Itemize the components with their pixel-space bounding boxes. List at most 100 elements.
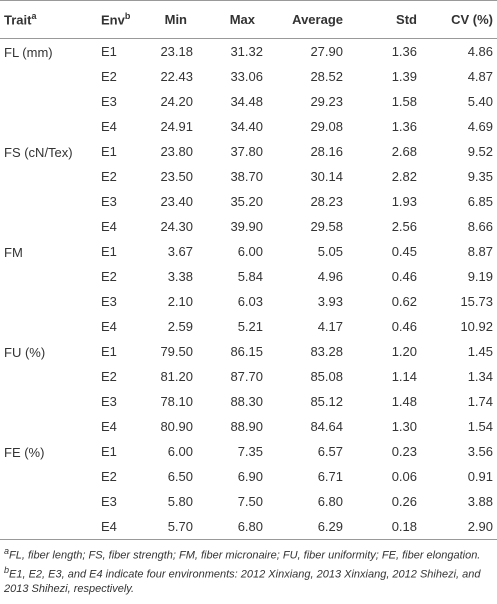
value-cell: 0.46: [391, 319, 417, 334]
value-cell: 23.80: [160, 144, 193, 159]
value-cell: 9.19: [467, 269, 493, 284]
value-cell: 79.50: [160, 344, 193, 359]
value-cell: 0.06: [391, 469, 417, 484]
value-cell: 23.18: [160, 44, 193, 59]
column-header: Envb: [97, 1, 155, 39]
value-cell: 0.62: [391, 294, 417, 309]
value-cell: 15.73: [460, 294, 493, 309]
value-cell: 0.46: [391, 269, 417, 284]
table-row: E3 24.20 34.48 29.23 1.58 5.40: [0, 89, 497, 114]
data-table: Traita Envb Min Max Average Std CV (%) FL (mm)…: [0, 0, 497, 540]
table-row: E4 5.70 6.80 6.29 0.18 2.90: [0, 514, 497, 540]
value-cell: 28.23: [310, 194, 343, 209]
table-row: E4 80.90 88.90 84.64 1.30 1.54: [0, 414, 497, 439]
env-cell: E4: [101, 319, 117, 334]
value-cell: 9.52: [467, 144, 493, 159]
value-cell: 1.14: [391, 369, 417, 384]
table-row: E4 24.30 39.90 29.58 2.56 8.66: [0, 214, 497, 239]
table-row: E4 2.59 5.21 4.17 0.46 10.92: [0, 314, 497, 339]
value-cell: 88.30: [230, 394, 263, 409]
value-cell: 6.85: [467, 194, 493, 209]
value-cell: 6.03: [237, 294, 263, 309]
column-label: Average: [292, 12, 343, 27]
value-cell: 6.00: [167, 444, 193, 459]
header-row: Traita Envb Min Max Average Std CV (%): [0, 0, 497, 39]
env-cell: E2: [101, 369, 117, 384]
column-header: Std: [347, 1, 421, 39]
value-cell: 0.45: [391, 244, 417, 259]
value-cell: 1.34: [467, 369, 493, 384]
table-row: E3 2.10 6.03 3.93 0.62 15.73: [0, 289, 497, 314]
trait-cell: FU (%): [4, 345, 46, 360]
value-cell: 38.70: [230, 169, 263, 184]
value-cell: 8.87: [467, 244, 493, 259]
value-cell: 5.84: [237, 269, 263, 284]
value-cell: 24.20: [160, 94, 193, 109]
value-cell: 1.48: [391, 394, 417, 409]
column-label: Trait: [4, 12, 32, 28]
value-cell: 86.15: [230, 344, 263, 359]
value-cell: 1.36: [391, 44, 417, 59]
env-cell: E3: [101, 294, 117, 309]
value-cell: 34.40: [230, 119, 263, 134]
value-cell: 24.91: [160, 119, 193, 134]
value-cell: 0.91: [467, 469, 493, 484]
table-row: E2 3.38 5.84 4.96 0.46 9.19: [0, 264, 497, 289]
table-header: Traita Envb Min Max Average Std CV (%): [0, 0, 497, 39]
value-cell: 23.50: [160, 169, 193, 184]
value-cell: 1.58: [391, 94, 417, 109]
footnote-text: FL, fiber length; FS, fiber strength; FM…: [9, 549, 481, 562]
value-cell: 4.17: [317, 319, 343, 334]
footnote-mark: b: [124, 11, 131, 22]
footnote-text: E1, E2, E3, and E4 indicate four environ…: [4, 568, 481, 596]
column-label: Env: [101, 12, 125, 28]
env-cell: E1: [101, 344, 117, 359]
value-cell: 78.10: [160, 394, 193, 409]
column-header: Min: [155, 1, 197, 39]
value-cell: 85.08: [310, 369, 343, 384]
value-cell: 3.88: [467, 494, 493, 509]
table-row: E3 23.40 35.20 28.23 1.93 6.85: [0, 189, 497, 214]
trait-cell: FM: [4, 245, 23, 260]
env-cell: E4: [101, 419, 117, 434]
value-cell: 2.82: [391, 169, 417, 184]
value-cell: 9.35: [467, 169, 493, 184]
column-header: Traita: [0, 1, 97, 39]
table-row: E3 5.80 7.50 6.80 0.26 3.88: [0, 489, 497, 514]
value-cell: 6.80: [237, 519, 263, 534]
value-cell: 10.92: [460, 319, 493, 334]
column-label: Max: [229, 12, 255, 27]
table-row: E2 23.50 38.70 30.14 2.82 9.35: [0, 164, 497, 189]
value-cell: 0.26: [391, 494, 417, 509]
value-cell: 1.93: [391, 194, 417, 209]
value-cell: 30.14: [310, 169, 343, 184]
table-row: E2 6.50 6.90 6.71 0.06 0.91: [0, 464, 497, 489]
env-cell: E2: [101, 269, 117, 284]
value-cell: 6.90: [237, 469, 263, 484]
footnote-mark: a: [31, 11, 37, 22]
table-row: FM E1 3.67 6.00 5.05 0.45 8.87: [0, 239, 497, 264]
value-cell: 3.67: [167, 244, 193, 259]
value-cell: 31.32: [230, 44, 263, 59]
trait-cell: FS (cN/Tex): [4, 145, 73, 160]
value-cell: 5.80: [167, 494, 193, 509]
value-cell: 80.90: [160, 419, 193, 434]
value-cell: 3.38: [167, 269, 193, 284]
value-cell: 28.52: [310, 69, 343, 84]
footnote: aFL, fiber length; FS, fiber strength; F…: [4, 544, 493, 563]
env-cell: E3: [101, 194, 117, 209]
value-cell: 3.93: [317, 294, 343, 309]
env-cell: E2: [101, 69, 117, 84]
value-cell: 33.06: [230, 69, 263, 84]
value-cell: 83.28: [310, 344, 343, 359]
column-label: CV (%): [451, 12, 493, 27]
value-cell: 2.56: [391, 219, 417, 234]
value-cell: 34.48: [230, 94, 263, 109]
value-cell: 23.40: [160, 194, 193, 209]
value-cell: 5.40: [467, 94, 493, 109]
env-cell: E1: [101, 144, 117, 159]
column-header: Average: [267, 1, 347, 39]
value-cell: 6.80: [317, 494, 343, 509]
value-cell: 81.20: [160, 369, 193, 384]
